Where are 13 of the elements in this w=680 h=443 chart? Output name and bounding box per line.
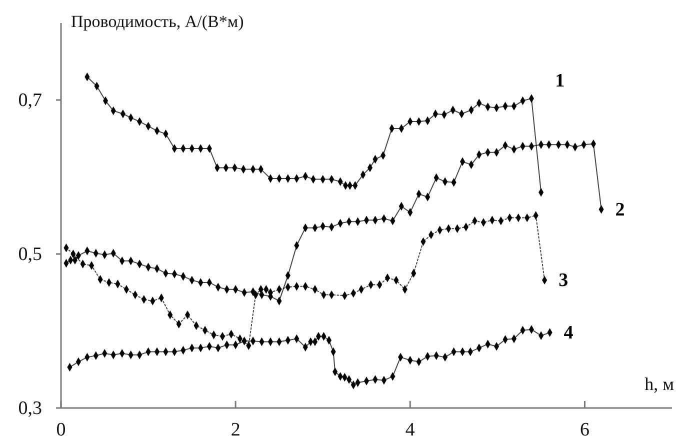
series-label: 1 — [555, 70, 565, 92]
series-label: 4 — [564, 322, 574, 344]
y-axis-title: Проводимость, А/(В*м) — [71, 12, 244, 31]
x-tick-label: 4 — [405, 419, 416, 440]
series-label: 3 — [558, 270, 568, 292]
x-axis-title: h, м — [644, 374, 674, 394]
x-tick-label: 0 — [56, 419, 66, 440]
x-tick-label: 2 — [230, 419, 240, 440]
y-tick-label: 0,3 — [18, 398, 42, 420]
x-tick-label: 6 — [580, 419, 590, 440]
y-tick-label: 0,5 — [18, 244, 42, 266]
y-tick-label: 0,7 — [18, 90, 42, 112]
series-label: 2 — [615, 199, 625, 220]
